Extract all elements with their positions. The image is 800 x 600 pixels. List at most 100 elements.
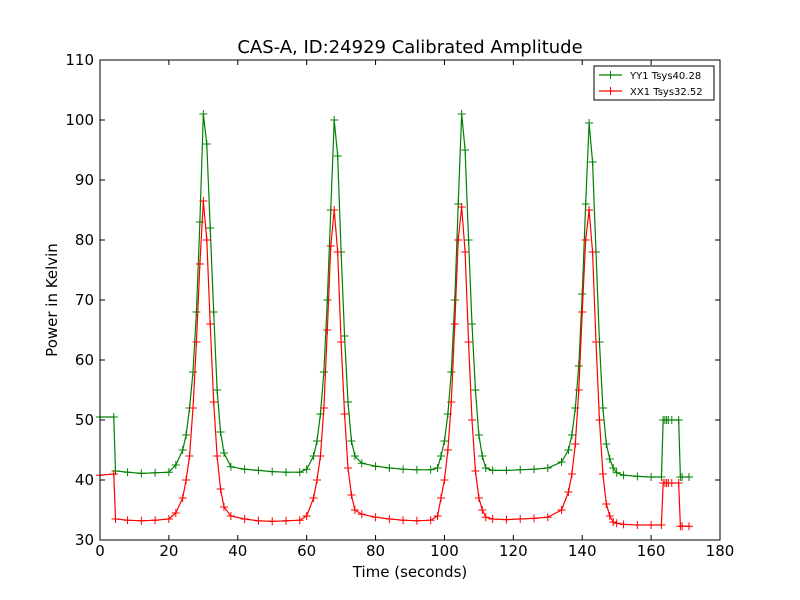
data-point [109,470,118,478]
x-tick-label: 60 [297,542,316,560]
data-point [633,472,642,481]
data-point [598,470,607,478]
data-point [437,494,445,502]
data-point [516,465,525,474]
data-point [543,513,552,522]
data-point [488,466,497,475]
data-point [220,449,228,457]
data-point [164,468,173,477]
legend-marker [606,71,615,79]
data-point [450,296,459,304]
data-point [151,516,160,525]
data-point [337,338,346,346]
chart-title: CAS-A, ID:24929 Calibrated Amplitude [237,37,582,58]
data-point [347,491,356,499]
data-point [502,466,511,475]
data-point [567,431,576,439]
data-point [468,416,476,424]
x-tick-label: 40 [228,542,247,560]
data-point [471,467,480,475]
data-point [471,386,480,394]
data-point [530,465,538,474]
data-point [371,513,380,522]
data-point [350,506,359,514]
data-point [657,521,666,529]
data-point [461,146,470,154]
legend-marker [606,87,615,95]
data-point [302,465,311,474]
data-point [426,465,435,474]
y-tick-label: 70 [75,291,94,309]
data-point [111,515,120,523]
data-point [340,332,349,340]
data-point [443,446,452,454]
data-point [657,473,666,481]
data-point [578,308,587,316]
data-point [588,248,597,256]
data-point [302,512,311,520]
data-point [309,494,318,502]
data-point [323,296,332,304]
data-point [254,466,263,475]
data-point [674,416,683,424]
data-point [557,506,566,514]
data-point [399,465,408,474]
data-point [182,431,191,439]
data-point [678,473,687,481]
data-point [633,521,642,529]
series-1 [96,110,693,481]
data-point [178,446,187,454]
data-point [437,452,445,460]
legend-label: XX1 Tsys32.52 [630,87,703,98]
data-point [609,518,618,526]
data-point [502,515,511,524]
data-point [319,404,328,412]
data-point [309,452,318,460]
data-point [564,488,573,496]
legend: YY1 Tsys40.28 XX1 Tsys32.52 [593,65,715,101]
data-point [678,522,687,531]
data-point [674,479,683,487]
data-point [647,521,656,529]
data-point [282,468,290,477]
data-point [209,308,218,316]
data-point [182,476,191,484]
data-point [226,512,235,520]
data-point [543,464,552,472]
data-point [333,152,342,160]
x-tick-label: 20 [159,542,178,560]
data-point [602,500,611,508]
data-point [612,519,621,528]
y-tick-label: 50 [75,411,94,429]
data-point [371,462,380,471]
data-point [605,512,614,520]
data-point [581,236,590,244]
data-point [478,452,487,460]
data-point [464,236,473,244]
data-point [192,338,201,346]
data-point [316,452,325,460]
data-point [319,368,328,376]
data-point [385,515,394,523]
data-point [171,461,180,469]
data-point [464,338,473,346]
data-point [595,416,604,424]
y-axis-label: Power in Kelvin [43,243,61,357]
data-point [254,516,263,525]
data-point [199,197,208,205]
y-tick-label: 40 [75,471,94,489]
data-point [447,398,456,406]
data-point [602,440,611,448]
data-point [461,248,470,256]
data-point [240,515,249,523]
legend-item: YY1 Tsys40.28 [599,71,701,82]
data-point [454,236,463,244]
data-point [323,326,332,334]
data-point [357,459,366,468]
data-point [340,410,349,418]
data-point [350,452,359,460]
data-point [178,494,187,502]
legend-label: YY1 Tsys40.28 [629,71,701,82]
data-point [295,468,304,477]
data-point [206,320,215,328]
